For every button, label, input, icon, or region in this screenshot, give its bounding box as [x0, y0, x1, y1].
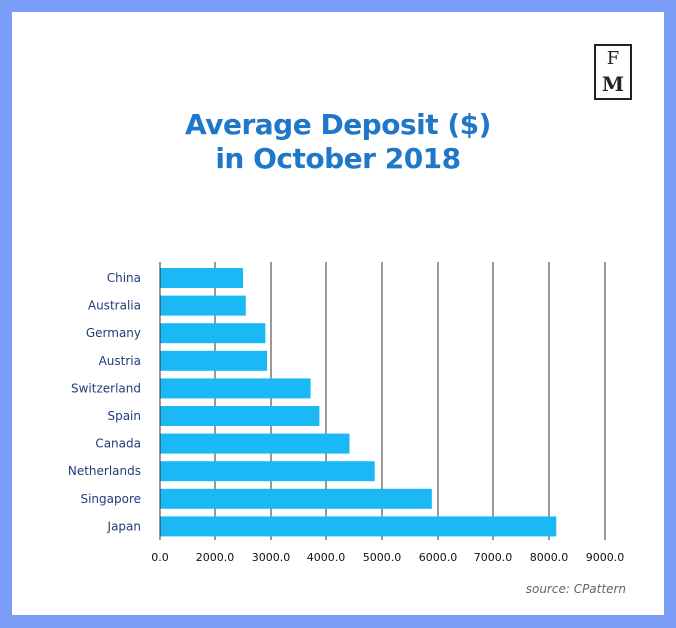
bar-canada — [160, 433, 350, 454]
chart-title-line-1: Average Deposit ($) — [185, 108, 491, 141]
tick-label-9000.0: 9000.0 — [586, 551, 625, 564]
bar-japan — [160, 516, 557, 537]
category-label-germany: Germany — [86, 326, 141, 340]
tick-label-4000.0: 4000.0 — [307, 551, 346, 564]
bar-australia — [160, 295, 246, 316]
tick-label-5000.0: 5000.0 — [363, 551, 402, 564]
source-note: source: CPattern — [525, 582, 626, 596]
chart-title-line-2: in October 2018 — [215, 142, 461, 175]
bar-china — [160, 268, 243, 288]
chart-title: Average Deposit ($) in October 2018 — [0, 108, 676, 176]
category-label-spain: Spain — [107, 409, 141, 423]
category-label-australia: Australia — [88, 299, 141, 313]
chart-card — [12, 12, 664, 615]
category-label-canada: Canada — [95, 437, 141, 451]
fm-logo: F M — [594, 44, 632, 100]
category-label-singapore: Singapore — [80, 492, 141, 506]
category-label-netherlands: Netherlands — [68, 464, 141, 478]
tick-label-2000.0: 2000.0 — [196, 551, 235, 564]
tick-label-6000.0: 6000.0 — [419, 551, 458, 564]
category-label-china: China — [107, 271, 141, 285]
logo-letter-m: M — [601, 72, 625, 96]
tick-label-0.0: 0.0 — [151, 551, 169, 564]
bar-singapore — [160, 488, 432, 509]
bar-germany — [160, 323, 266, 344]
category-label-switzerland: Switzerland — [71, 381, 141, 395]
bar-austria — [160, 350, 268, 371]
category-label-austria: Austria — [99, 354, 141, 368]
bar-switzerland — [160, 378, 311, 399]
category-label-japan: Japan — [107, 519, 141, 533]
bar-netherlands — [160, 461, 375, 482]
logo-letter-f: F — [606, 48, 620, 69]
tick-label-8000.0: 8000.0 — [530, 551, 569, 564]
tick-label-7000.0: 7000.0 — [474, 551, 513, 564]
bar-spain — [160, 406, 320, 426]
tick-label-3000.0: 3000.0 — [252, 551, 291, 564]
